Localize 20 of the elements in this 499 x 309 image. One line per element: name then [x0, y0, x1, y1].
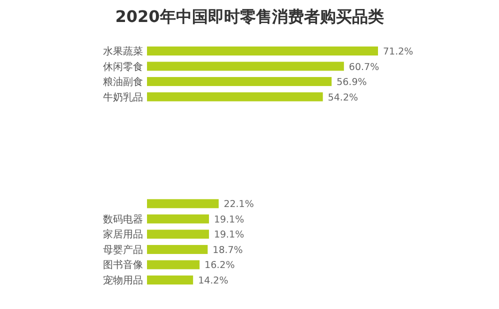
- y-tick-label: 图书音像: [103, 259, 143, 272]
- chart-title: 2020年中国即时零售消费者购买品类: [115, 7, 384, 26]
- data-label: 16.2%: [204, 260, 235, 272]
- y-tick-label: 家居用品: [103, 228, 143, 241]
- y-tick-label: 休闲零食: [103, 60, 143, 73]
- y-tick-label: 水果蔬菜: [103, 46, 143, 58]
- data-label: 18.7%: [212, 244, 243, 256]
- data-label: 71.2%: [383, 46, 414, 58]
- data-label: 19.1%: [214, 230, 244, 241]
- y-tick-label: 粮油副食: [103, 76, 143, 88]
- data-label: 60.7%: [348, 62, 380, 73]
- data-label: 14.2%: [198, 276, 228, 286]
- y-tick-label: 母婴产品: [103, 244, 143, 256]
- data-label: 19.1%: [214, 214, 244, 226]
- data-label: 54.2%: [328, 92, 358, 104]
- y-tick-label: 宠物用品: [103, 274, 143, 286]
- data-label: 22.1%: [224, 199, 254, 210]
- y-tick-label: 数码电器: [103, 213, 143, 226]
- data-label: 56.9%: [336, 77, 367, 88]
- y-tick-label: 牛奶乳品: [103, 91, 143, 104]
